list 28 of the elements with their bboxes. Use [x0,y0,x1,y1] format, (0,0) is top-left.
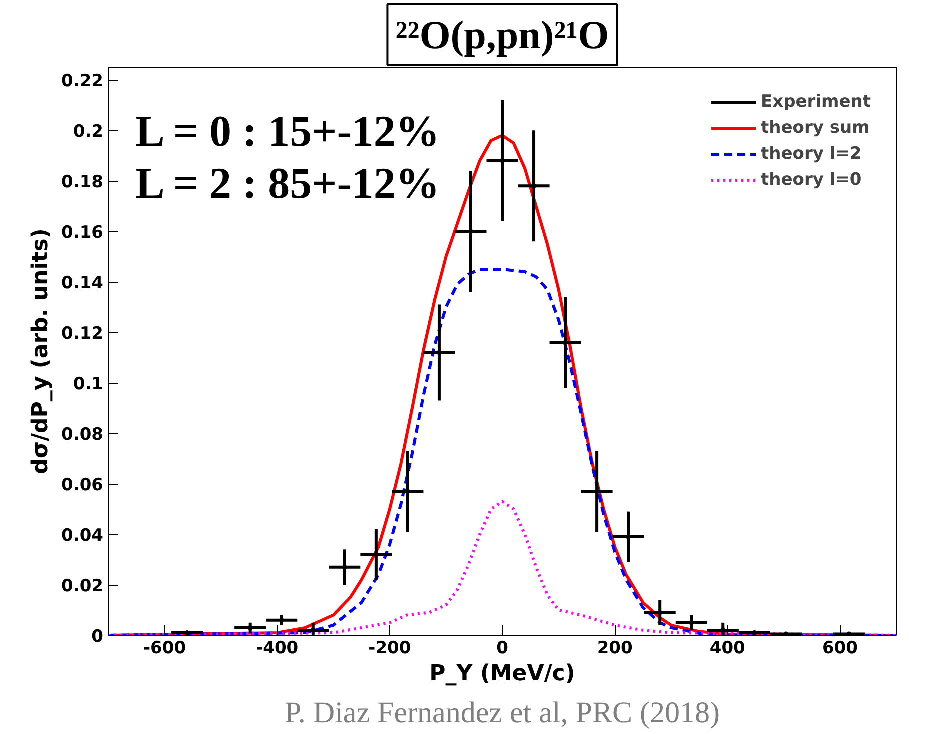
legend-label: theory sum [761,118,870,138]
x-axis-title: P_Y (MeV/c) [430,662,576,686]
legend-label: theory l=0 [761,170,862,190]
x-tick-label: 400 [710,638,746,658]
y-tick-label: 0.04 [62,526,104,546]
x-tick-label: -600 [144,638,186,658]
y-tick-label: 0.16 [62,223,104,244]
y-tick-label: 0.12 [62,324,104,344]
x-tick-label: 0 [496,638,509,658]
y-tick-label: 0.2 [73,122,104,142]
annotation: L = 0 : 15+-12% [136,107,440,156]
x-tick-label: 200 [597,638,633,658]
x-tick-label: -400 [256,638,299,658]
annotation: L = 2 : 85+-12% [136,159,440,208]
y-tick-label: 0.18 [62,172,104,193]
y-axis-title: dσ/dP_y (arb. units) [28,228,54,474]
y-tick-label: 0.14 [62,274,104,294]
x-tick-label: 600 [822,638,858,658]
y-tick-label: 0.02 [62,576,104,597]
y-tick-label: 0.1 [73,374,104,395]
legend-label: Experiment [761,92,871,112]
y-tick-label: 0.06 [62,476,104,496]
text: P. Diaz Fernandez et al, PRC (2018) [285,696,720,730]
y-tick-label: 0.22 [62,72,104,92]
legend-label: theory l=2 [761,144,862,164]
chart-title: ²²O(p,pn)²¹O [396,12,610,58]
x-tick-label: -200 [368,638,412,658]
y-tick-label: 0.08 [62,425,104,446]
